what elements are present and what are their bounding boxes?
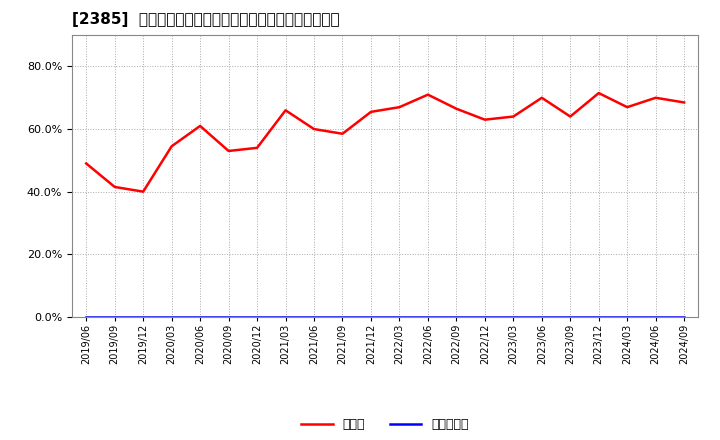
現预金 [82,161,91,166]
有利子負債 [82,314,91,319]
現预金 [167,143,176,149]
有利子負債 [509,314,518,319]
有利子負債 [395,314,404,319]
現预金 [196,123,204,128]
有利子負債 [452,314,461,319]
有利子負債 [282,314,290,319]
現预金 [595,91,603,96]
有利子負債 [652,314,660,319]
有利子負債 [680,314,688,319]
有利子負債 [480,314,489,319]
Text: [2385]  現预金、有利子負債の総資産に対する比率の推移: [2385] 現预金、有利子負債の総資産に対する比率の推移 [72,12,340,27]
現预金 [423,92,432,97]
現预金 [338,131,347,136]
有利子負債 [167,314,176,319]
現预金 [537,95,546,100]
現预金 [110,184,119,190]
有利子負債 [253,314,261,319]
有利子負債 [338,314,347,319]
有利子負債 [139,314,148,319]
現预金 [509,114,518,119]
有利子負債 [225,314,233,319]
有利子負債 [623,314,631,319]
現预金 [566,114,575,119]
現预金 [652,95,660,100]
現预金 [480,117,489,122]
現预金 [366,109,375,114]
有利子負債 [423,314,432,319]
現预金 [395,105,404,110]
Legend: 現预金, 有利子負債: 現预金, 有利子負債 [297,413,474,436]
現预金 [225,148,233,154]
現预金 [623,105,631,110]
現预金 [253,145,261,150]
現预金 [452,106,461,111]
現预金 [139,189,148,194]
有利子負債 [595,314,603,319]
有利子負債 [566,314,575,319]
有利子負債 [310,314,318,319]
現预金 [282,108,290,113]
現预金 [310,126,318,132]
有利子負債 [196,314,204,319]
現预金 [680,100,688,105]
有利子負債 [537,314,546,319]
Line: 現预金: 現预金 [86,93,684,192]
有利子負債 [366,314,375,319]
有利子負債 [110,314,119,319]
